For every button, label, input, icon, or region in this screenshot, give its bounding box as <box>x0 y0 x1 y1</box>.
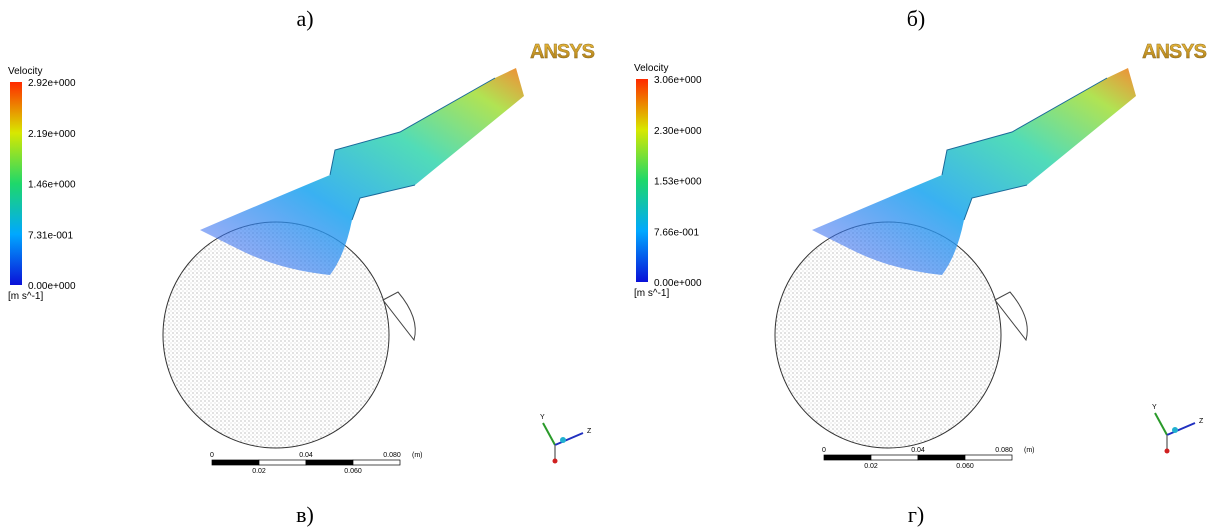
caption: б) <box>907 6 926 31</box>
color-bar <box>636 79 648 282</box>
scale-segment <box>824 455 871 460</box>
scale-label: 0.04 <box>299 452 313 459</box>
axis-z <box>1167 423 1195 435</box>
scale-segment <box>353 460 400 465</box>
legend-tick: 2.92e+000 <box>28 78 76 89</box>
axis-y <box>543 423 555 445</box>
legend-unit: [m s^-1] <box>8 291 43 302</box>
legend-tick: 1.53e+000 <box>654 177 702 188</box>
scale-segment <box>871 455 918 460</box>
scale-label: 0.060 <box>344 468 362 475</box>
ansys-logo: ANSYS <box>530 41 595 63</box>
scale-label: (m) <box>1024 447 1035 454</box>
caption: а) <box>296 6 313 31</box>
scale-segment <box>306 460 353 465</box>
axis-label: Y <box>1152 404 1157 411</box>
axis-z <box>555 433 583 445</box>
axis-label: Z <box>587 428 592 435</box>
caption: г) <box>908 502 924 527</box>
flow-region <box>200 68 524 275</box>
scale-label: 0.080 <box>383 452 401 459</box>
caption: в) <box>296 502 314 527</box>
figure: а) б) в) г) ANSYS 0 0.04 0.080 (m) 0.02 0.060 Y… <box>0 0 1218 531</box>
scale-label: 0.04 <box>911 447 925 454</box>
flow-region <box>812 68 1136 275</box>
axis-origin <box>1165 449 1170 454</box>
axis-point <box>560 437 566 443</box>
scale-label: 0.060 <box>956 463 974 470</box>
legend-tick: 7.66e-001 <box>654 227 699 238</box>
axis-origin <box>553 459 558 464</box>
axis-label: Z <box>1199 418 1204 425</box>
scale-segment <box>259 460 306 465</box>
legend-tick: 2.30e+000 <box>654 126 702 137</box>
scale-label: (m) <box>412 452 423 459</box>
scale-label: 0 <box>822 447 826 454</box>
scale-label: 0.02 <box>252 468 266 475</box>
ansys-logo: ANSYS <box>1142 41 1207 63</box>
legend-title: Velocity <box>634 63 668 74</box>
color-bar <box>10 82 22 285</box>
scale-label: 0 <box>210 452 214 459</box>
legend-tick: 1.46e+000 <box>28 180 76 191</box>
scale-label: 0.080 <box>995 447 1013 454</box>
legend-tick: 7.31e-001 <box>28 230 73 241</box>
scale-label: 0.02 <box>864 463 878 470</box>
legend-title: Velocity <box>8 66 42 77</box>
legend-tick: 2.19e+000 <box>28 129 76 140</box>
legend-tick: 3.06e+000 <box>654 75 702 86</box>
legend-unit: [m s^-1] <box>634 288 669 299</box>
scale-segment <box>965 455 1012 460</box>
panel: ANSYS 0 0.04 0.080 (m) 0.02 0.060 Y Z <box>775 41 1207 470</box>
scale-segment <box>212 460 259 465</box>
axis-y <box>1155 413 1167 435</box>
axis-point <box>1172 427 1178 433</box>
axis-label: Y <box>540 414 545 421</box>
panel: ANSYS 0 0.04 0.080 (m) 0.02 0.060 Y Z <box>163 41 595 475</box>
scale-segment <box>918 455 965 460</box>
